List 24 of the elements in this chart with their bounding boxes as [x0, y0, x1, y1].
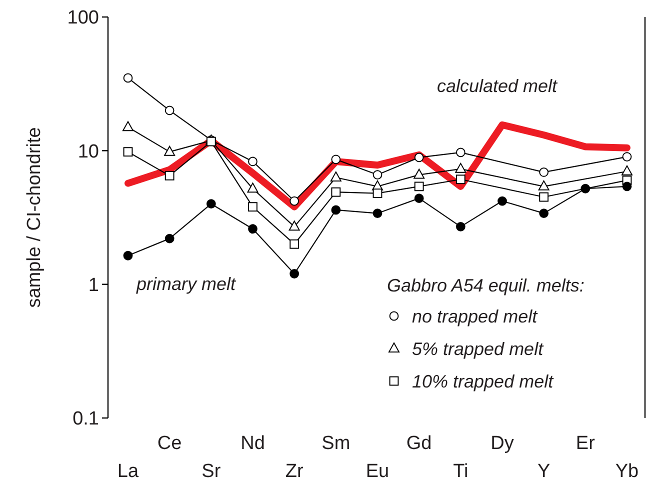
legend-label: 5% trapped melt [412, 338, 544, 359]
y-tick-label: 100 [67, 8, 99, 29]
y-tick-label: 0.1 [72, 408, 99, 430]
y-tick-label: 10 [78, 141, 99, 162]
x-tick-label: Ce [157, 433, 182, 454]
legend-label: no trapped melt [412, 306, 538, 326]
x-tick-label: Y [537, 461, 550, 482]
legend-title: Gabbro A54 equil. melts: [387, 275, 584, 296]
x-tick-label: Yb [615, 461, 639, 482]
legend-label: 10% trapped melt [412, 371, 554, 392]
y-axis-title: sample / CI-chondrite [24, 127, 45, 308]
x-tick-label: La [117, 461, 139, 482]
x-tick-label: Ti [453, 461, 468, 482]
x-tick-label: Dy [490, 433, 514, 454]
x-tick-label: Gd [406, 433, 432, 454]
x-tick-label: Sr [202, 461, 222, 482]
x-tick-label: Sm [322, 433, 350, 454]
y-tick-label: 1 [88, 274, 99, 296]
x-tick-label: Eu [366, 461, 390, 482]
x-tick-label: Nd [240, 433, 265, 454]
x-tick-label: Er [576, 433, 596, 454]
x-tick-label: Zr [285, 461, 304, 482]
annotation: primary melt [135, 274, 236, 294]
annotation: calculated melt [436, 76, 558, 96]
